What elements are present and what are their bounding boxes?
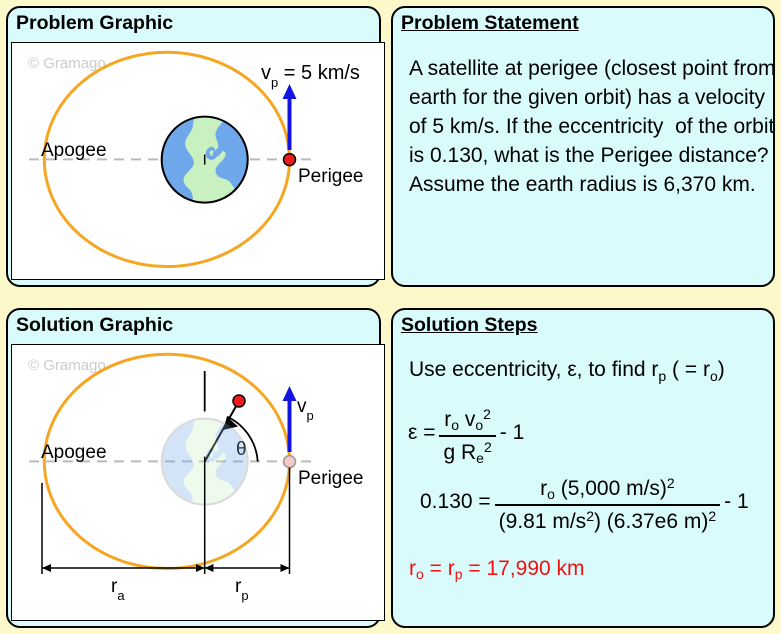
svg-text:vp = 5 km/s: vp = 5 km/s — [261, 62, 360, 90]
svg-text:Perigee: Perigee — [298, 468, 364, 489]
svg-text:ra: ra — [111, 576, 125, 603]
svg-text:vp: vp — [297, 396, 314, 423]
svg-text:Perigee: Perigee — [298, 166, 364, 187]
svg-text:rp: rp — [235, 576, 249, 603]
svg-text:Apogee: Apogee — [41, 140, 107, 161]
svg-text:Apogee: Apogee — [41, 442, 107, 463]
